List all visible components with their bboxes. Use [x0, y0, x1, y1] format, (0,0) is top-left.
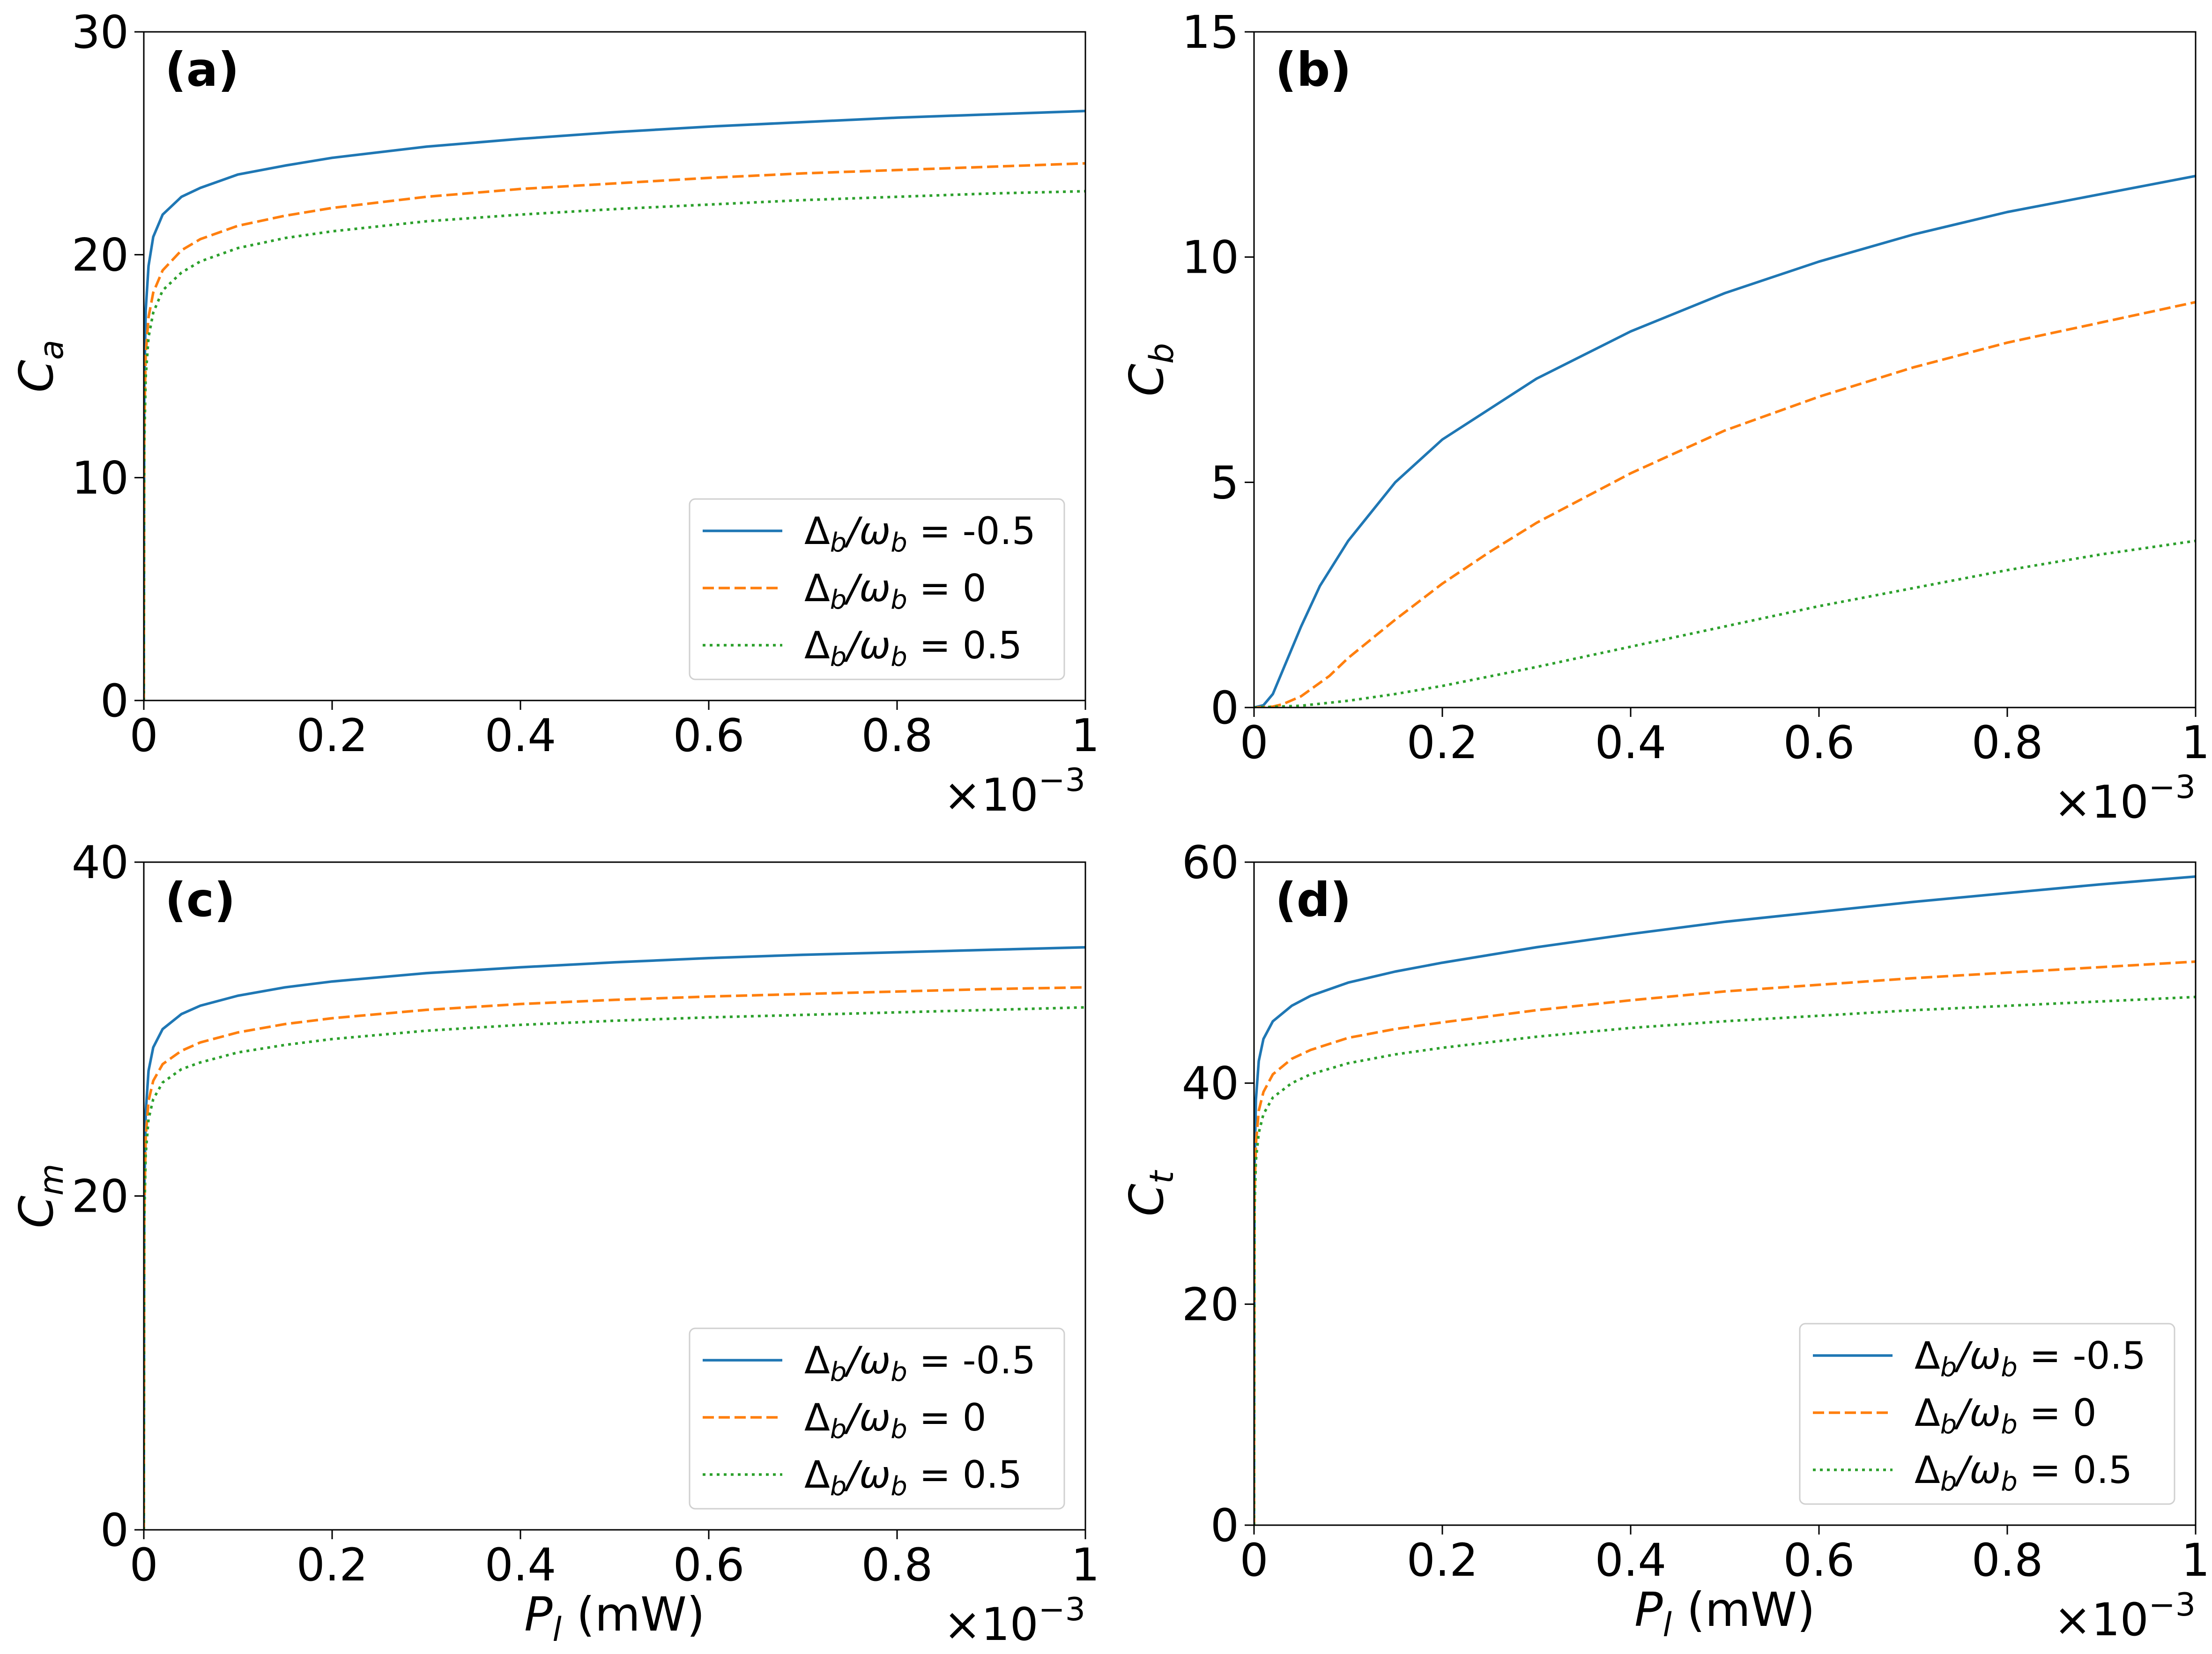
x-tick-label: 1 [2181, 716, 2210, 769]
series-line-dashed [144, 986, 1085, 1530]
series-line-dotted [144, 190, 1085, 700]
x-multiplier: ×10−3 [943, 1591, 1085, 1651]
x-tick-label: 0.8 [1972, 716, 2043, 769]
x-multiplier: ×10−3 [2054, 1587, 2196, 1646]
panel-label: (d) [1275, 872, 1351, 927]
series-line-solid [1254, 174, 2196, 708]
series-line-dotted [1254, 539, 2196, 708]
legend-entry-label: Δb/ωb = -0.5 [1915, 1334, 2146, 1383]
panel-d: 0 0.2 0.4 0.6 0.8 1 0 20 40 60 ×10−3 Ct Pl (mW) (d) Δb… [1119, 836, 2210, 1646]
y-tick-label: 15 [1182, 6, 1239, 59]
x-tick-label: 0.4 [485, 709, 557, 762]
y-axis-label: Cm [9, 1163, 71, 1228]
x-axis-label: Pl (mW) [1634, 1582, 1815, 1644]
y-tick-label: 40 [72, 836, 129, 889]
y-tick-label: 0 [100, 675, 129, 727]
panel-label: (b) [1275, 42, 1351, 97]
legend-entry-label: Δb/ωb = 0 [804, 566, 987, 615]
x-multiplier: ×10−3 [943, 762, 1085, 821]
y-tick-label: 20 [72, 229, 129, 282]
legend-frame [1799, 1323, 2175, 1505]
x-multiplier: ×10−3 [2054, 769, 2196, 828]
x-tick-label: 0.6 [673, 709, 745, 762]
y-tick-label: 20 [1182, 1278, 1239, 1331]
y-tick-label: 20 [72, 1170, 129, 1223]
x-tick-label: 0.2 [297, 709, 368, 762]
x-tick-label: 0 [1240, 1534, 1268, 1587]
x-tick-label: 0.2 [297, 1539, 368, 1591]
series-line-solid [144, 110, 1085, 700]
x-tick-label: 0.2 [1407, 1534, 1478, 1587]
x-tick-label: 0.8 [861, 709, 933, 762]
x-axis-label: Pl (mW) [524, 1587, 705, 1649]
axes-frame [143, 31, 1086, 701]
x-tick-label: 0 [129, 709, 158, 762]
x-tick-label: 1 [1071, 1539, 1099, 1591]
series-line-dotted [1254, 995, 2196, 1525]
x-tick-label: 0.6 [673, 1539, 745, 1591]
series-line-dashed [1254, 301, 2196, 708]
x-tick-label: 1 [1071, 709, 1099, 762]
legend-entry-label: Δb/ωb = 0.5 [804, 624, 1022, 672]
series-line-solid [1254, 875, 2196, 1525]
x-tick-label: 0 [1240, 716, 1268, 769]
y-axis-label: Ct [1119, 1170, 1181, 1216]
legend-entry-label: Δb/ωb = 0 [1915, 1391, 2097, 1440]
series-line-dashed [1254, 960, 2196, 1525]
legend-entry-label: Δb/ωb = -0.5 [804, 1339, 1036, 1387]
y-tick-label: 0 [1210, 1499, 1239, 1552]
y-axis-label: Cb [1119, 343, 1181, 396]
y-tick-label: 60 [1182, 836, 1239, 889]
series-line-dashed [144, 162, 1085, 700]
y-tick-label: 10 [1182, 231, 1239, 284]
axes-frame [1253, 861, 2197, 1526]
legend-frame [689, 498, 1065, 680]
x-tick-label: 0.6 [1783, 716, 1855, 769]
legend-entry-label: Δb/ωb = -0.5 [804, 509, 1036, 558]
y-tick-label: 10 [72, 452, 129, 504]
x-tick-label: 0.4 [1595, 716, 1667, 769]
x-tick-label: 0.8 [861, 1539, 933, 1591]
legend-entry-label: Δb/ωb = 0 [804, 1396, 987, 1445]
x-tick-label: 0.6 [1783, 1534, 1855, 1587]
x-tick-label: 0.2 [1407, 716, 1478, 769]
y-tick-label: 40 [1182, 1058, 1239, 1110]
legend: Δb/ωb = -0.5 Δb/ωb = 0 Δb/ωb = 0.5 [1799, 1323, 2175, 1505]
x-tick-label: 1 [2181, 1534, 2210, 1587]
x-tick-label: 0.8 [1972, 1534, 2043, 1587]
panel-c: 0 0.2 0.4 0.6 0.8 1 0 20 40 ×10−3 Cm Pl (mW) (c) Δb/ω… [9, 836, 1100, 1651]
y-tick-label: 30 [72, 6, 129, 59]
x-tick-label: 0.4 [1595, 1534, 1667, 1587]
legend: Δb/ωb = -0.5 Δb/ωb = 0 Δb/ωb = 0.5 [689, 1327, 1065, 1510]
legend-entry-label: Δb/ωb = 0.5 [804, 1453, 1022, 1502]
y-tick-label: 5 [1210, 456, 1239, 509]
x-tick-label: 0 [129, 1539, 158, 1591]
y-tick-label: 0 [1210, 682, 1239, 734]
legend: Δb/ωb = -0.5 Δb/ωb = 0 Δb/ωb = 0.5 [689, 498, 1065, 680]
x-tick-label: 0.4 [485, 1539, 557, 1591]
legend-frame [689, 1327, 1065, 1510]
panel-label: (a) [165, 42, 239, 97]
legend-entry-label: Δb/ωb = 0.5 [1915, 1448, 2132, 1497]
y-tick-label: 0 [100, 1504, 129, 1557]
series-line-solid [144, 946, 1085, 1530]
panel-label: (c) [165, 872, 236, 927]
axes-frame [1253, 31, 2197, 708]
y-axis-label: Ca [9, 340, 71, 393]
